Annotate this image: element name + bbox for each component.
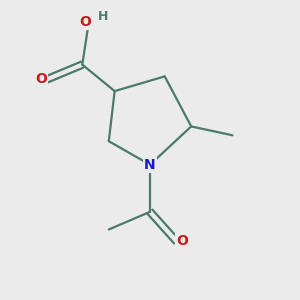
Text: N: N	[144, 158, 156, 172]
Text: O: O	[79, 15, 91, 29]
Text: O: O	[176, 234, 188, 248]
Text: O: O	[35, 72, 47, 86]
Text: H: H	[98, 10, 108, 22]
